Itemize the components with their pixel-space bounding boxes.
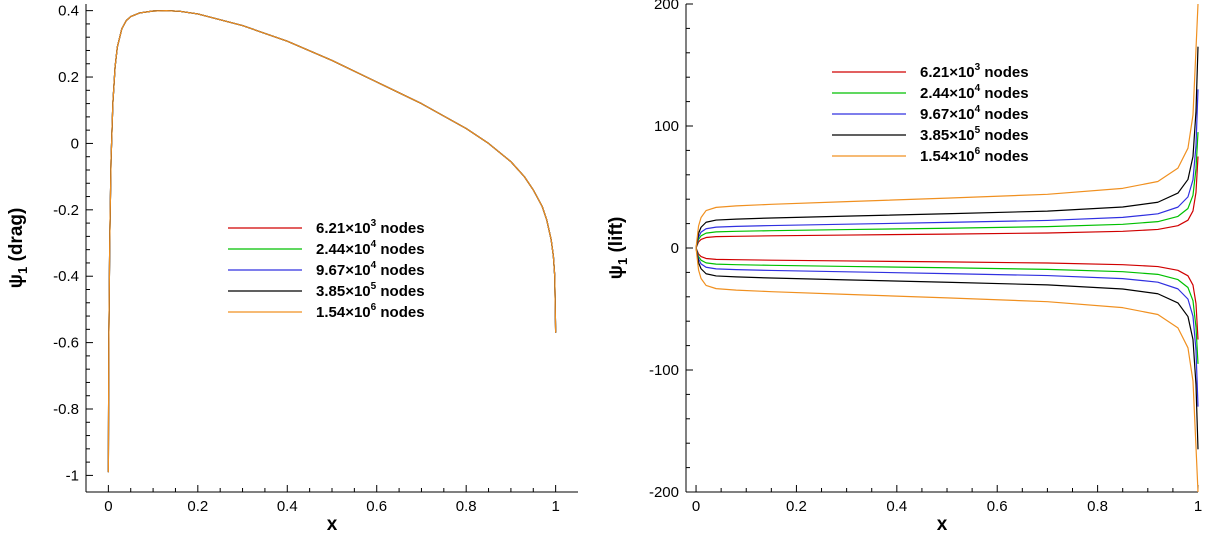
drag-y-tick-label: 0	[71, 135, 79, 152]
drag-x-tick-label: 0.4	[277, 498, 298, 515]
drag-y-tick-label: 0.4	[58, 3, 79, 20]
drag-legend-label: 3.85×105 nodes	[316, 281, 425, 300]
lift-legend-mantissa: 3.85×10	[920, 127, 975, 144]
drag-legend-mantissa: 6.21×10	[316, 220, 371, 237]
drag-x-tick-label: 0.6	[366, 498, 387, 515]
drag-y-tick-label: -1	[66, 467, 79, 484]
drag-x-tick-label: 1	[551, 498, 559, 515]
lift-y-tick-label: 100	[654, 118, 679, 135]
drag-y-tick-label: -0.8	[53, 401, 79, 418]
lift-x-tick-label: 0	[692, 498, 700, 515]
drag-legend-suffix: nodes	[376, 241, 424, 258]
drag-legend-label: 2.44×104 nodes	[316, 239, 425, 258]
lift-legend-exponent: 4	[975, 104, 981, 115]
drag-y-axis-title: ψ1 (drag)	[6, 208, 30, 289]
lift-y-tick-label: -100	[649, 362, 679, 379]
drag-x-axis-title: x	[327, 514, 338, 533]
drag-legend-exponent: 4	[371, 239, 377, 250]
drag-legend-label: 9.67×104 nodes	[316, 260, 425, 279]
lift-x-tick-label: 0.6	[987, 498, 1008, 515]
lift-series-line-1	[695, 132, 1199, 249]
drag-legend-suffix: nodes	[376, 304, 424, 321]
lift-series-lower-line-3	[695, 247, 1199, 450]
drag-y-tick-label: -0.6	[53, 335, 79, 352]
lift-legend-exponent: 6	[975, 146, 981, 157]
lift-y-axis-symbol: ψ	[606, 265, 627, 279]
drag-legend-exponent: 6	[371, 302, 377, 313]
drag-chart-panel: -1 -0.8 -0.6 -0.4 -0.2 0 0.2 0.4 0 0.2 0.4 0.6 0.8 1 x…	[6, 3, 578, 533]
drag-legend-suffix: nodes	[376, 220, 424, 237]
lift-legend-mantissa: 2.44×10	[920, 85, 975, 102]
drag-legend-exponent: 4	[371, 260, 377, 271]
drag-y-axis-subscript: 1	[15, 267, 30, 274]
lift-x-axis-title: x	[937, 514, 948, 533]
drag-legend-suffix: nodes	[376, 283, 424, 300]
lift-series-lower-line-2	[695, 247, 1199, 407]
lift-x-tick-label: 1	[1194, 498, 1202, 515]
drag-x-tick-label: 0	[104, 498, 112, 515]
drag-legend-exponent: 5	[371, 281, 377, 292]
lift-x-tick-label: 0.4	[886, 498, 907, 515]
lift-series-line-0	[695, 156, 1199, 249]
lift-series-line-3	[695, 46, 1199, 249]
drag-x-tick-label: 0.2	[187, 498, 208, 515]
drag-y-axis-symbol: ψ	[6, 274, 27, 288]
drag-legend-label: 6.21×103 nodes	[316, 218, 425, 237]
drag-legend-mantissa: 9.67×10	[316, 262, 371, 279]
lift-legend-mantissa: 6.21×10	[920, 64, 975, 81]
lift-legend-suffix: nodes	[980, 127, 1028, 144]
lift-legend-mantissa: 1.54×10	[920, 148, 975, 165]
drag-legend-suffix: nodes	[376, 262, 424, 279]
lift-series-line-2	[695, 89, 1199, 249]
lift-series-lower-line-1	[695, 247, 1199, 364]
lift-legend-label: 6.21×103 nodes	[920, 62, 1029, 81]
lift-legend-label: 3.85×105 nodes	[920, 125, 1029, 144]
lift-y-tick-label: -200	[649, 484, 679, 501]
drag-series-line-4	[107, 10, 557, 473]
lift-legend-suffix: nodes	[980, 106, 1028, 123]
lift-legend-suffix: nodes	[980, 85, 1028, 102]
drag-legend-label: 1.54×106 nodes	[316, 302, 425, 321]
lift-y-axis-title: ψ1 (lift)	[606, 217, 630, 280]
lift-legend-label: 2.44×104 nodes	[920, 83, 1029, 102]
lift-y-tick-label: 200	[654, 0, 679, 13]
lift-series-lower-line-4	[695, 247, 1199, 493]
drag-x-tick-label: 0.8	[456, 498, 477, 515]
lift-legend-suffix: nodes	[980, 64, 1028, 81]
lift-y-axis-subscript: 1	[615, 258, 630, 265]
lift-y-tick-label: 0	[671, 240, 679, 257]
lift-legend-exponent: 3	[975, 62, 981, 73]
lift-legend-exponent: 5	[975, 125, 981, 136]
drag-y-tick-label: -0.2	[53, 202, 79, 219]
lift-y-axis-rest: (lift)	[606, 217, 627, 258]
drag-y-tick-label: -0.4	[53, 268, 79, 285]
lift-x-tick-label: 0.2	[786, 498, 807, 515]
lift-legend-label: 1.54×106 nodes	[920, 146, 1029, 165]
lift-legend-mantissa: 9.67×10	[920, 106, 975, 123]
lift-legend-label: 9.67×104 nodes	[920, 104, 1029, 123]
lift-x-tick-label: 0.8	[1087, 498, 1108, 515]
drag-y-axis-rest: (drag)	[6, 208, 27, 267]
lift-legend-exponent: 4	[975, 83, 981, 94]
drag-legend-mantissa: 1.54×10	[316, 304, 371, 321]
drag-legend-exponent: 3	[371, 218, 377, 229]
lift-series-lower-line-0	[695, 247, 1199, 340]
lift-plot-area	[695, 3, 1199, 493]
drag-y-tick-label: 0.2	[58, 69, 79, 86]
drag-legend-mantissa: 3.85×10	[316, 283, 371, 300]
drag-legend-mantissa: 2.44×10	[316, 241, 371, 258]
lift-legend-suffix: nodes	[980, 148, 1028, 165]
drag-plot-area	[107, 10, 557, 473]
lift-series-line-4	[695, 3, 1199, 249]
